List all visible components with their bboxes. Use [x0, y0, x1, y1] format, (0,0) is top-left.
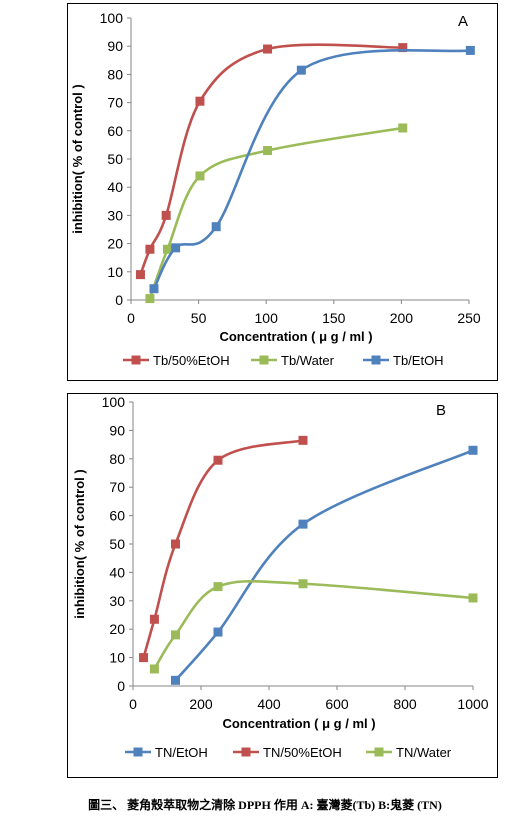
data-point — [398, 123, 408, 133]
legend-label: TN/EtOH — [155, 745, 208, 760]
y-tick-label: 100 — [102, 394, 126, 410]
data-point — [398, 43, 408, 53]
legend-label: Tb/EtOH — [393, 353, 444, 368]
data-point — [195, 171, 205, 181]
x-tick-label: 600 — [325, 696, 349, 712]
data-point — [149, 614, 159, 624]
data-point — [163, 244, 173, 254]
panel-b-frame — [67, 393, 498, 778]
y-tick-label: 10 — [107, 264, 123, 280]
y-tick-label: 20 — [107, 236, 123, 252]
legend-marker — [241, 747, 251, 757]
data-point — [195, 96, 205, 106]
x-tick-label: 250 — [457, 310, 481, 326]
chart-a: 0 10 20 30 40 50 60 70 80 90 100 0 50 100 150 200 250 Con… — [70, 10, 481, 368]
data-point — [298, 519, 308, 529]
series-line-tn-etoh — [174, 448, 475, 682]
y-tick-label: 60 — [109, 508, 125, 524]
x-tick-label: 50 — [191, 310, 207, 326]
x-axis-label: Concentration ( μ g / ml ) — [222, 716, 375, 731]
y-tick-label: 30 — [109, 593, 125, 609]
legend-marker — [133, 747, 143, 757]
x-tick-label: 400 — [257, 696, 281, 712]
data-point — [298, 435, 308, 445]
data-point — [161, 210, 171, 220]
data-point — [263, 44, 273, 54]
y-tick-label: 90 — [107, 38, 123, 54]
y-tick-label: 70 — [107, 95, 123, 111]
y-tick-label: 0 — [117, 678, 125, 694]
y-tick-label: 30 — [107, 207, 123, 223]
data-point — [296, 65, 306, 75]
legend-marker — [374, 747, 384, 757]
y-tick-label: 70 — [109, 479, 125, 495]
legend-label: Tb/50%EtOH — [153, 353, 230, 368]
y-tick-label: 10 — [109, 650, 125, 666]
legend-marker — [371, 355, 381, 365]
x-tick-label: 1000 — [457, 696, 488, 712]
legend-marker — [259, 355, 269, 365]
y-tick-label: 50 — [109, 536, 125, 552]
y-tick-label: 80 — [107, 66, 123, 82]
data-point — [211, 222, 221, 232]
x-tick-label: 800 — [393, 696, 417, 712]
data-point — [139, 653, 149, 663]
y-tick-label: 60 — [107, 123, 123, 139]
data-point — [171, 675, 180, 685]
data-point — [171, 243, 181, 253]
panel-label: A — [458, 13, 468, 30]
y-tick-label: 50 — [107, 151, 123, 167]
y-tick-label: 40 — [107, 179, 123, 195]
x-tick-label: 0 — [129, 696, 137, 712]
y-tick-label: 80 — [109, 451, 125, 467]
y-tick-label: 20 — [109, 621, 125, 637]
data-point — [263, 146, 273, 156]
data-point — [213, 582, 223, 592]
data-point — [149, 664, 159, 674]
data-point — [171, 630, 180, 640]
figure-caption: 圖三、 菱角殼萃取物之清除 DPPH 作用 A: 臺灣菱(Tb) B:鬼菱 (T… — [88, 798, 442, 812]
data-point — [468, 445, 478, 455]
data-point — [135, 270, 145, 280]
y-tick-label: 0 — [115, 292, 123, 308]
y-axis-label: inhibition( % of control ) — [72, 469, 87, 618]
x-tick-label: 200 — [390, 310, 414, 326]
data-point — [213, 627, 223, 637]
panel-label: B — [436, 402, 446, 419]
x-axis-label: Concentration ( μ g / ml ) — [219, 329, 372, 344]
x-tick-label: 100 — [255, 310, 279, 326]
panel-a-frame — [67, 3, 498, 381]
data-point — [468, 593, 478, 603]
legend-label: TN/50%EtOH — [263, 745, 342, 760]
data-point — [149, 284, 159, 294]
legend-label: Tb/Water — [281, 353, 335, 368]
y-tick-label: 90 — [109, 422, 125, 438]
data-point — [145, 294, 155, 304]
legend-marker — [131, 355, 141, 365]
data-point — [465, 45, 475, 55]
data-point — [145, 244, 155, 254]
y-axis-label: inhibition( % of control ) — [70, 84, 85, 233]
x-tick-label: 0 — [127, 310, 135, 326]
x-tick-label: 200 — [189, 696, 213, 712]
y-tick-label: 100 — [100, 10, 124, 26]
data-point — [213, 455, 223, 465]
data-point — [298, 579, 308, 589]
legend-label: TN/Water — [396, 745, 452, 760]
x-tick-label: 150 — [322, 310, 346, 326]
data-point — [171, 539, 180, 549]
y-tick-label: 40 — [109, 564, 125, 580]
